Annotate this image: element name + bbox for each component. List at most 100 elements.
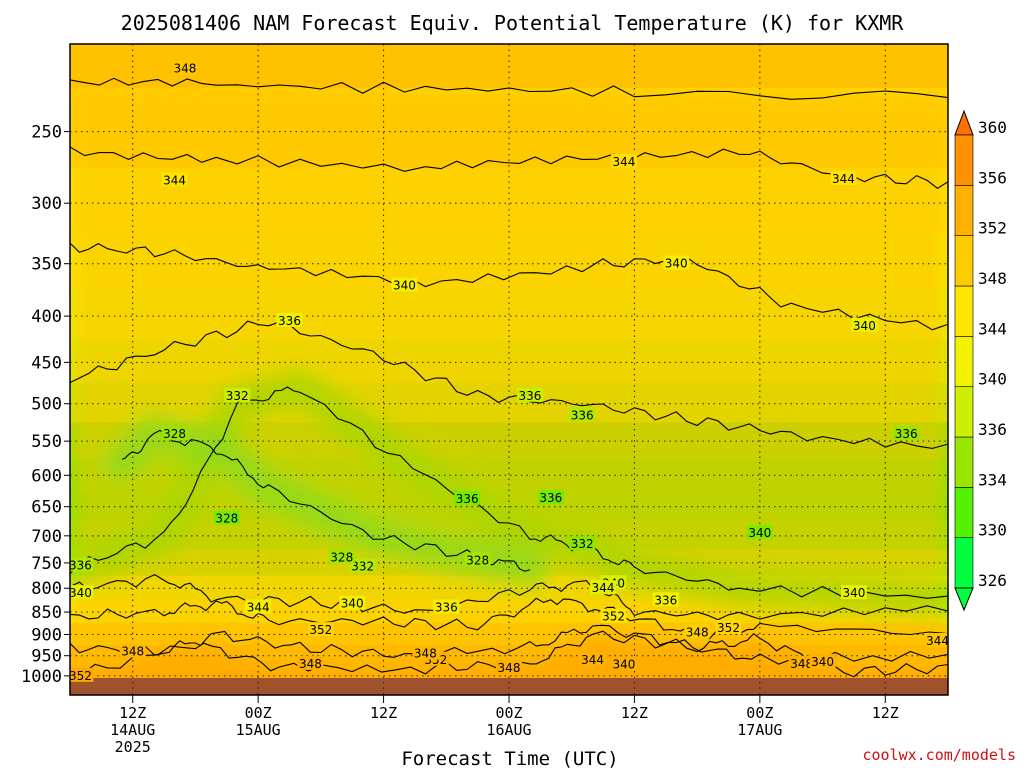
- contour-label: 340: [811, 655, 834, 669]
- contour-label: 328: [330, 551, 353, 565]
- contour-label-bg: [715, 619, 742, 634]
- contour-label-bg: [893, 425, 920, 440]
- y-tick-label: 250: [31, 123, 62, 143]
- colorbar-label: 330: [978, 521, 1007, 540]
- contour-label: 328: [215, 512, 238, 526]
- colorbar-label: 334: [978, 470, 1007, 489]
- contour-label-bg: [924, 632, 948, 647]
- x-tick-label: 12Z: [872, 704, 899, 722]
- x-tick-label: 00Z: [495, 704, 522, 722]
- contour-label: 336: [456, 492, 479, 506]
- credit-text: coolwx.com/models: [862, 746, 1016, 764]
- y-tick-label: 550: [31, 432, 62, 452]
- contour-label-bg: [684, 624, 711, 639]
- contour-label-bg: [297, 655, 324, 670]
- x-tick-label: 00Z: [746, 704, 773, 722]
- contour-label-bg: [307, 622, 334, 637]
- contour-label-bg: [433, 599, 460, 614]
- contour-label: 340: [613, 658, 636, 672]
- contour-label-bg: [412, 645, 439, 660]
- contour-label: 340: [393, 279, 416, 293]
- contour-label-bg: [851, 317, 878, 332]
- colorbar-label: 326: [978, 571, 1007, 590]
- x-tick-label: 12Z: [119, 704, 146, 722]
- contour-label: 332: [226, 389, 249, 403]
- contour-label: 348: [686, 625, 709, 639]
- colorbar-segment: [954, 235, 974, 287]
- contour-label: 336: [69, 559, 92, 573]
- x-tick-label: 12Z: [621, 704, 648, 722]
- x-axis-label: Forecast Time (UTC): [401, 748, 618, 768]
- contour-label: 348: [414, 647, 437, 661]
- contour-label: 348: [121, 645, 144, 659]
- contour-label-bg: [830, 170, 857, 185]
- contour-label: 336: [654, 593, 677, 607]
- contour-label-bg: [224, 387, 251, 402]
- contour-label: 340: [69, 586, 92, 600]
- y-tick-label: 1000: [21, 667, 62, 687]
- contour-label-bg: [569, 536, 596, 551]
- colorbar-segment: [954, 487, 974, 538]
- colorbar-label: 336: [978, 420, 1007, 439]
- y-tick-label: 850: [31, 603, 62, 623]
- contour-label-bg: [516, 387, 543, 402]
- contour-label: 336: [278, 314, 301, 328]
- y-axis: 2503003504004505005506006507007508008509…: [21, 123, 70, 687]
- colorbar-label: 340: [978, 370, 1007, 389]
- y-tick-label: 800: [31, 579, 62, 599]
- contour-label-bg: [569, 407, 596, 422]
- contour-label-bg: [496, 659, 522, 674]
- contour-label: 328: [466, 553, 489, 567]
- contour-label: 336: [518, 389, 541, 403]
- y-tick-label: 400: [31, 307, 62, 327]
- x-tick-label: 15AUG: [236, 721, 281, 739]
- contour-line: [70, 242, 948, 331]
- contour-label: 340: [842, 586, 865, 600]
- contour-label: 340: [665, 257, 688, 271]
- contour-label-bg: [328, 549, 355, 564]
- contour-label-bg: [652, 592, 679, 607]
- contour-label-bg: [663, 255, 690, 270]
- colorbar-arrow-top: [954, 109, 974, 136]
- contour-label-bg: [161, 172, 188, 187]
- contour-label: 348: [498, 661, 521, 675]
- contour-label: 328: [163, 427, 186, 441]
- contour-label-bg: [213, 510, 240, 525]
- contour-line: [70, 624, 948, 665]
- x-tick-label: 16AUG: [486, 721, 531, 739]
- contour-label: 332: [351, 560, 374, 574]
- contour-label: 352: [717, 621, 740, 635]
- contour-label-bg: [610, 153, 637, 168]
- colorbar-segment: [954, 537, 974, 589]
- contour-label: 344: [926, 634, 949, 648]
- y-tick-label: 750: [31, 554, 62, 574]
- colorbar-label: 356: [978, 168, 1007, 187]
- contour-label: 344: [832, 172, 855, 186]
- contour-label-bg: [537, 490, 564, 505]
- contour-label-bg: [454, 490, 481, 505]
- contour-label-bg: [70, 585, 94, 600]
- gridlines: [70, 44, 948, 695]
- x-tick-label: 12Z: [370, 704, 397, 722]
- contour-label-bg: [590, 580, 617, 595]
- colorbar-segment: [954, 436, 974, 488]
- contour-label-bg: [70, 557, 94, 572]
- contour-label: 348: [174, 62, 197, 76]
- contour-label: 336: [435, 600, 458, 614]
- colorbar-label: 360: [978, 118, 1007, 137]
- colorbar-segment: [954, 185, 974, 236]
- contour-label-bg: [788, 655, 815, 670]
- contour-label-bg: [809, 653, 836, 668]
- contour-label: 344: [247, 600, 270, 614]
- contour-label: 352: [69, 669, 92, 683]
- contour-label: 340: [341, 597, 364, 611]
- colorbar-segment: [954, 386, 974, 438]
- contour-label-bg: [119, 643, 146, 658]
- contour-line: [70, 573, 948, 621]
- contour-label-bg: [579, 651, 606, 666]
- y-tick-label: 650: [31, 498, 62, 518]
- contour-line: [70, 77, 948, 100]
- contour-label: 340: [853, 319, 876, 333]
